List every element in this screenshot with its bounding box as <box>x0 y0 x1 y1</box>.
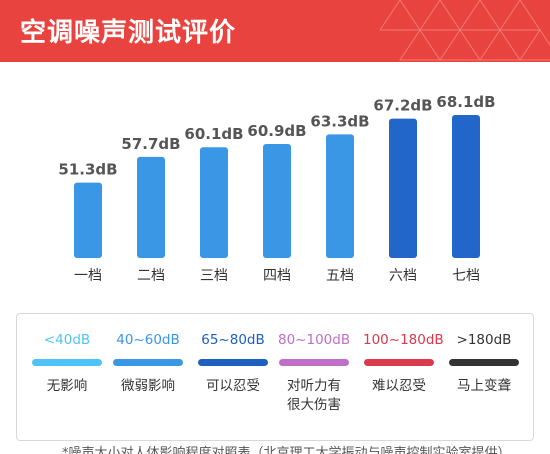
page-title: 空调噪声测试评价 <box>20 18 237 48</box>
legend-color-bar <box>198 359 268 366</box>
page-header: 空调噪声测试评价 <box>0 0 550 62</box>
legend-color-bar <box>113 359 183 366</box>
noise-bar-chart: 51.3dB 一档 57.7dB 二档 60.1dB 三档 60.9dB 四档 63.3dB 五档… <box>58 93 495 284</box>
legend-color-bar <box>449 359 519 366</box>
category-label: 七档 <box>452 268 480 284</box>
legend-description: 无影响 <box>46 378 88 394</box>
legend-range: >180dB <box>456 332 512 348</box>
legend-description: 对听力有 很大伤害 <box>287 378 341 413</box>
legend-range: 80~100dB <box>278 332 351 348</box>
bar-value-label: 63.3dB <box>310 112 369 130</box>
legend-color-bar <box>32 359 102 366</box>
legend-range: 65~80dB <box>201 332 265 348</box>
legend-color-bar <box>279 359 349 366</box>
legend-item: 80~100dB 对听力有 很大伤害 <box>278 332 350 415</box>
bar-value-label: 57.7dB <box>121 135 180 153</box>
legend-color-bar <box>364 359 434 366</box>
bar-value-label: 60.9dB <box>247 122 306 140</box>
category-label: 五档 <box>326 268 354 284</box>
bar-6 <box>389 118 417 258</box>
decorative-triangle-pattern <box>380 0 550 61</box>
legend-description: 难以忍受 <box>372 378 426 394</box>
bar-value-label: 60.1dB <box>184 125 243 143</box>
legend-description: 微弱影响 <box>121 378 175 394</box>
category-label: 二档 <box>137 268 165 284</box>
bar-2 <box>137 156 165 258</box>
bar-3 <box>200 147 228 258</box>
category-label: 六档 <box>389 268 417 284</box>
legend-item: 65~80dB 可以忍受 <box>197 332 269 396</box>
legend-range: 40~60dB <box>116 332 180 348</box>
legend-item: <40dB 无影响 <box>31 332 103 396</box>
category-label: 一档 <box>74 268 102 284</box>
legend-description: 可以忍受 <box>206 378 260 394</box>
bar-value-label: 68.1dB <box>436 93 495 111</box>
legend-item: 40~60dB 微弱影响 <box>112 332 184 396</box>
bar-5 <box>326 134 354 258</box>
legend-item: >180dB 马上变聋 <box>448 332 520 396</box>
bar-value-label: 51.3dB <box>58 161 117 179</box>
legend-description: 马上变聋 <box>457 378 511 394</box>
footnote: *噪声大小对人体影响程度对照表（北京理工大学振动与噪声控制实验室提供） <box>62 446 511 454</box>
bar-7 <box>452 115 480 258</box>
legend-range: 100~180dB <box>363 332 444 348</box>
category-label: 三档 <box>200 268 228 284</box>
noise-reference-legend: <40dB 无影响 40~60dB 微弱影响 65~80dB 可以忍受 80~100dB 对听… <box>16 313 534 441</box>
category-label: 四档 <box>263 268 291 284</box>
bar-4 <box>263 143 291 258</box>
legend-range: <40dB <box>43 332 91 348</box>
bar-value-label: 67.2dB <box>373 97 432 115</box>
legend-item: 100~180dB 难以忍受 <box>363 332 444 396</box>
bar-1 <box>74 182 102 258</box>
